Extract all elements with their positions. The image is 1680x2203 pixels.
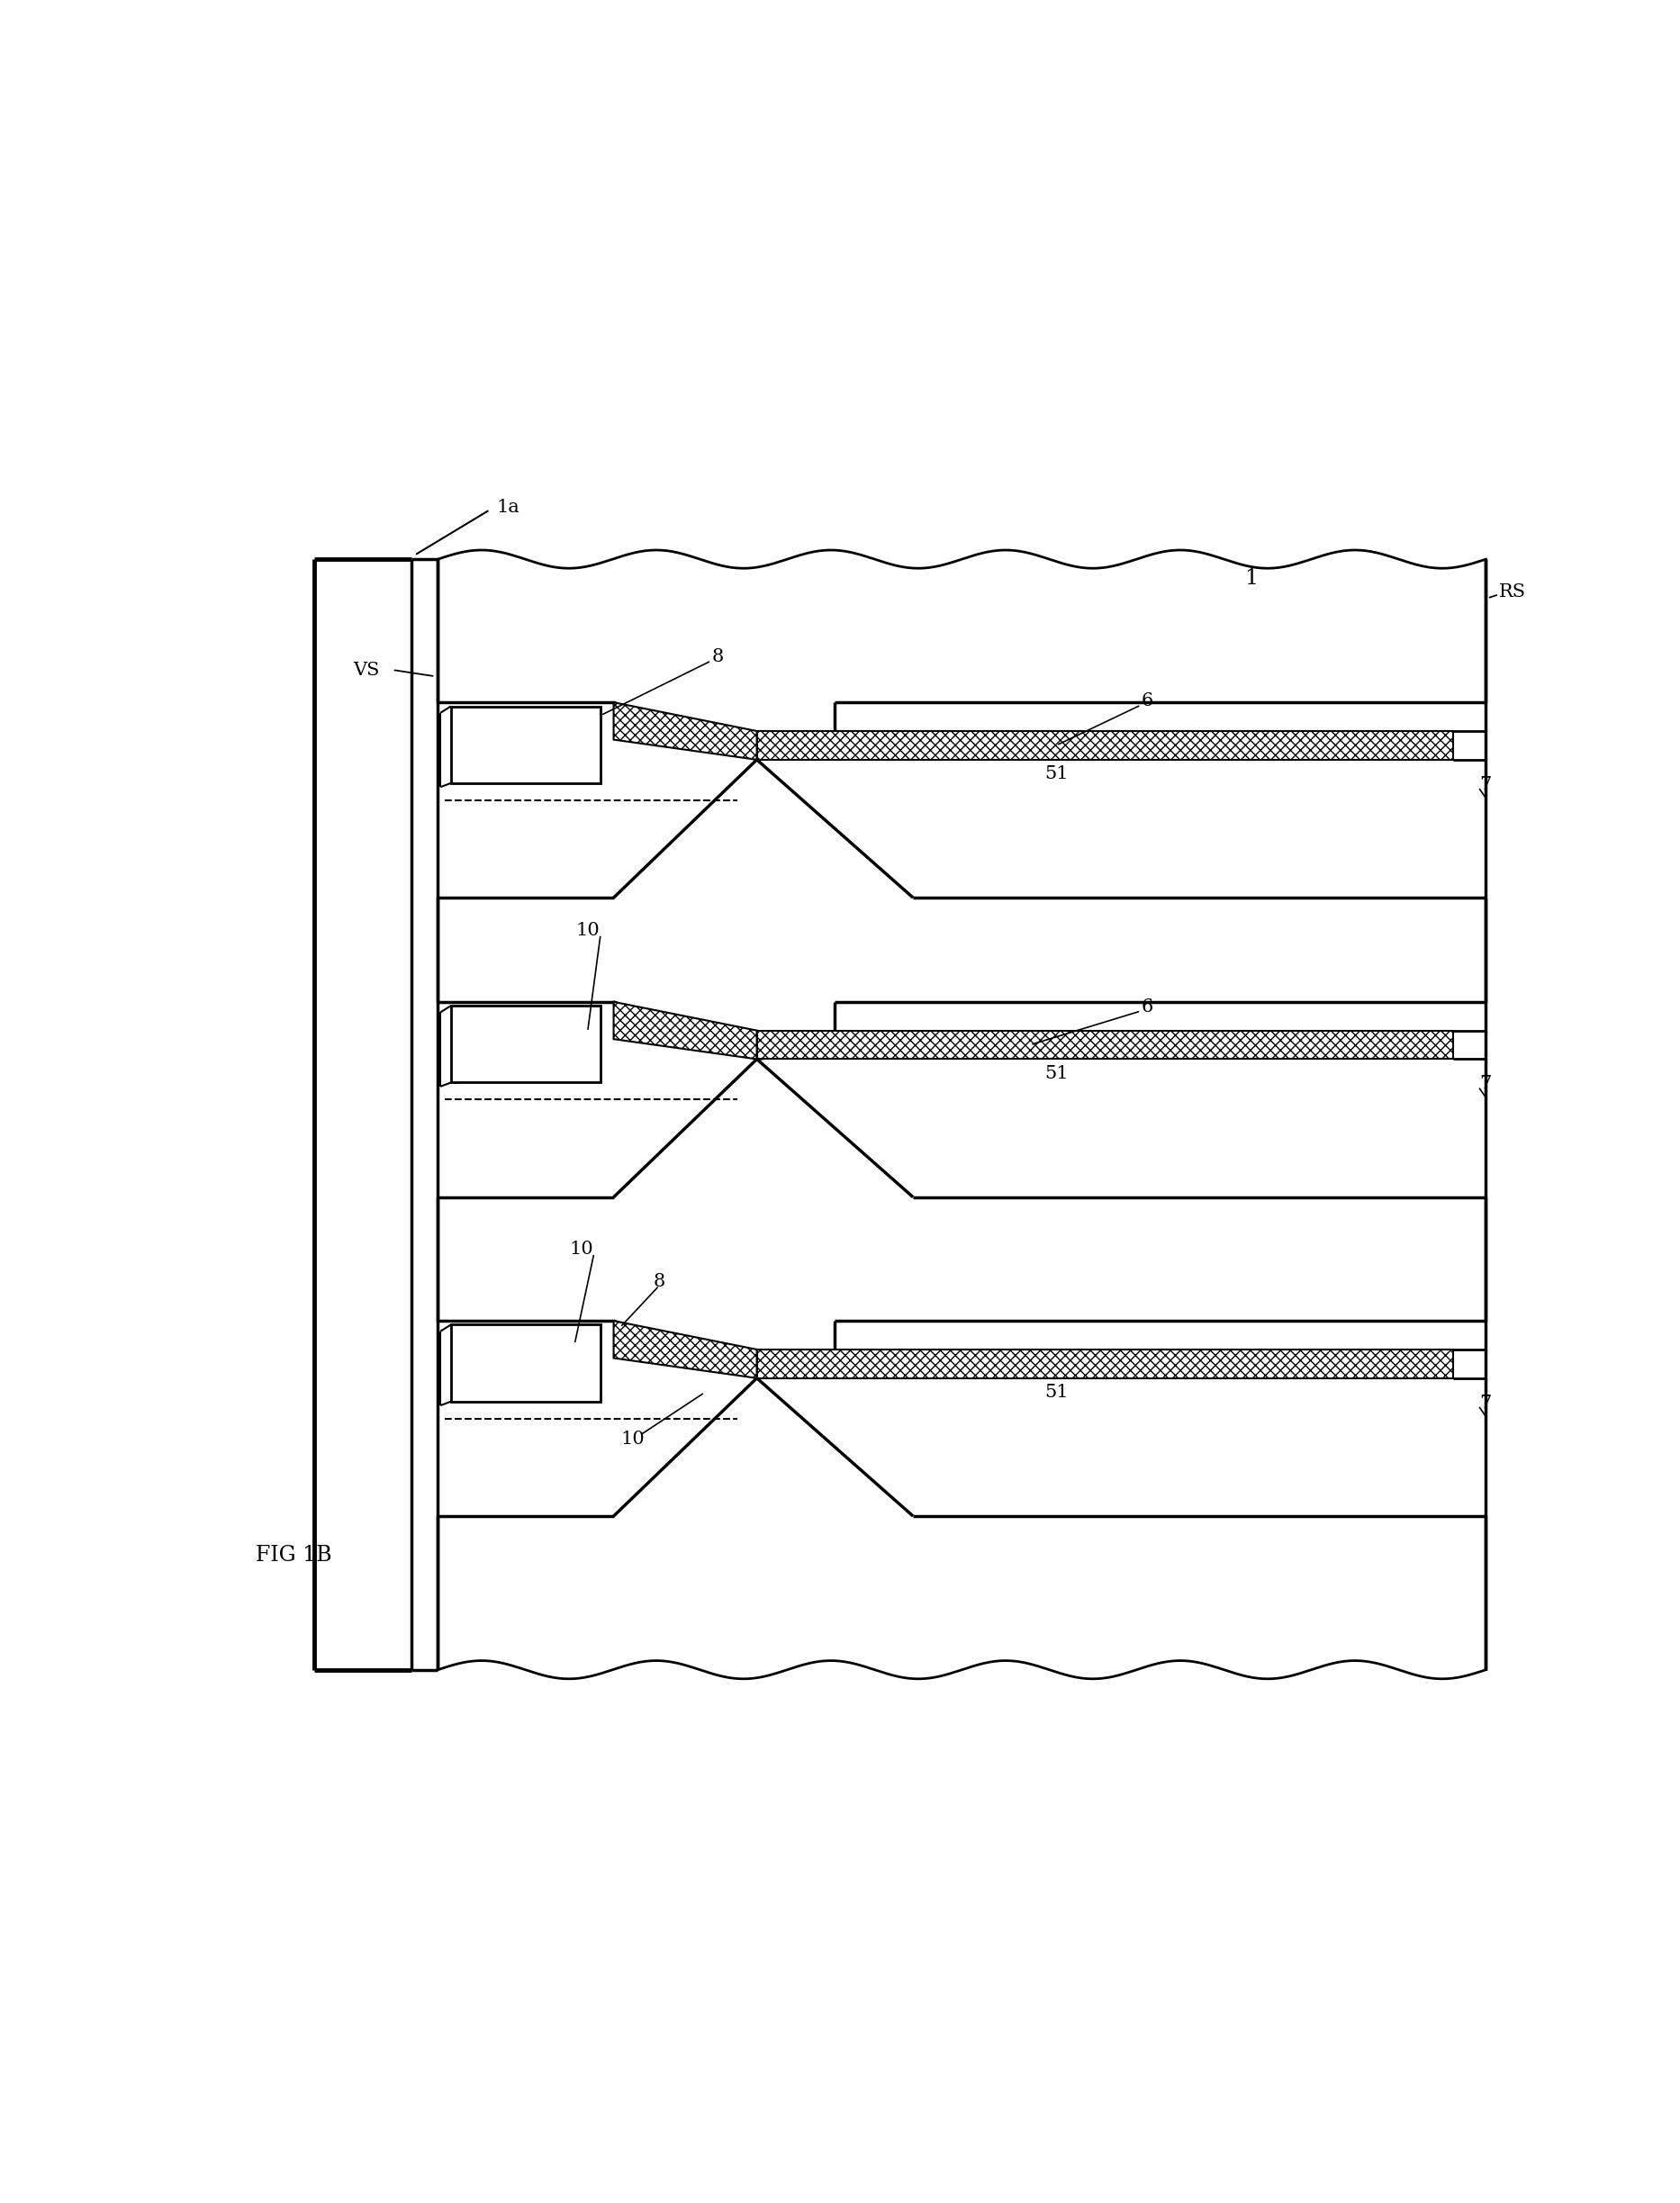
Text: 6: 6 [1141,692,1154,709]
Polygon shape [314,560,1487,1670]
Text: 51: 51 [1045,764,1068,782]
Text: VS: VS [353,661,380,679]
Polygon shape [756,1031,1453,1060]
Text: 8: 8 [654,1273,665,1291]
Text: T: T [450,1073,460,1088]
Text: 10: 10 [576,921,600,938]
Text: T: T [450,773,460,789]
Text: FIG 1B: FIG 1B [255,1544,331,1566]
Polygon shape [613,703,756,760]
Text: RS: RS [1499,584,1525,599]
Text: 7: 7 [1480,1075,1492,1093]
Text: 51: 51 [1045,1064,1068,1082]
Polygon shape [450,1324,601,1401]
Polygon shape [613,1322,756,1379]
Text: 6: 6 [1141,998,1154,1016]
Text: 1a: 1a [497,498,519,516]
Text: 10: 10 [622,1430,645,1447]
Polygon shape [450,707,601,782]
Text: 8: 8 [712,648,724,665]
Text: 51: 51 [1045,1383,1068,1401]
Text: 1: 1 [1245,568,1258,588]
Text: 7: 7 [1480,775,1492,793]
Polygon shape [756,731,1453,760]
Text: T: T [450,1392,460,1406]
Polygon shape [756,1350,1453,1379]
Polygon shape [450,1007,601,1082]
Text: 10: 10 [570,1240,593,1258]
Polygon shape [613,1002,756,1060]
Text: 7: 7 [1480,1394,1492,1412]
